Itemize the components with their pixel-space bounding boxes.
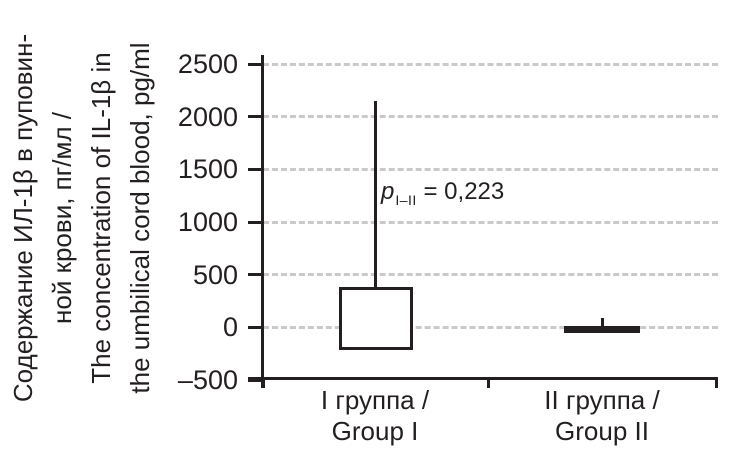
y-tick-mark	[248, 325, 263, 329]
box-1	[338, 287, 413, 351]
y-axis-title-line: The concentration of IL-1β in	[86, 52, 116, 384]
x-tick-label-group-2: II группа / Group II	[512, 385, 692, 447]
x-tick-label-line: Group I	[331, 416, 419, 446]
y-tick-mark	[248, 167, 263, 171]
y-tick-mark	[248, 273, 263, 277]
y-gridline	[263, 115, 718, 119]
y-gridline	[263, 220, 718, 224]
x-axis-line	[248, 377, 718, 380]
x-tick-label-line: Group II	[555, 416, 649, 446]
p-subscript: I–II	[395, 191, 417, 208]
y-gridline	[263, 325, 718, 329]
y-tick-label: 1500	[177, 154, 238, 185]
p-value-text: = 0,223	[416, 178, 505, 205]
y-axis-line	[261, 55, 264, 388]
x-tick-label-line: I группа /	[320, 385, 430, 415]
p-value-annotation: pI–II = 0,223	[381, 177, 504, 207]
x-tick-mark	[714, 378, 718, 388]
y-axis-title-line: Содержание ИЛ-1β в пуповин-	[8, 33, 38, 403]
y-tick-mark	[248, 62, 263, 66]
y-tick-label: 0	[222, 312, 238, 343]
y-gridline	[263, 62, 718, 66]
upper-whisker	[600, 317, 604, 326]
y-tick-label: 500	[192, 259, 238, 290]
y-tick-mark	[248, 378, 263, 382]
y-gridline	[263, 167, 718, 171]
x-tick-mark	[486, 378, 490, 388]
y-tick-mark	[248, 220, 263, 224]
y-gridline	[263, 273, 718, 277]
upper-whisker	[374, 100, 377, 288]
p-symbol: p	[381, 178, 395, 205]
y-tick-label: 2500	[177, 49, 238, 79]
x-tick-mark	[261, 378, 265, 388]
y-tick-label: –500	[177, 365, 238, 395]
x-tick-label-line: II группа /	[544, 385, 660, 415]
box-2	[564, 325, 640, 333]
y-tick-label: 1000	[177, 207, 238, 237]
y-tick-label: 2000	[177, 101, 238, 132]
y-tick-mark	[248, 115, 263, 119]
y-axis-title-line: ной крови, пг/мл /	[47, 112, 77, 324]
x-tick-label-group-1: I группа / Group I	[285, 385, 465, 447]
